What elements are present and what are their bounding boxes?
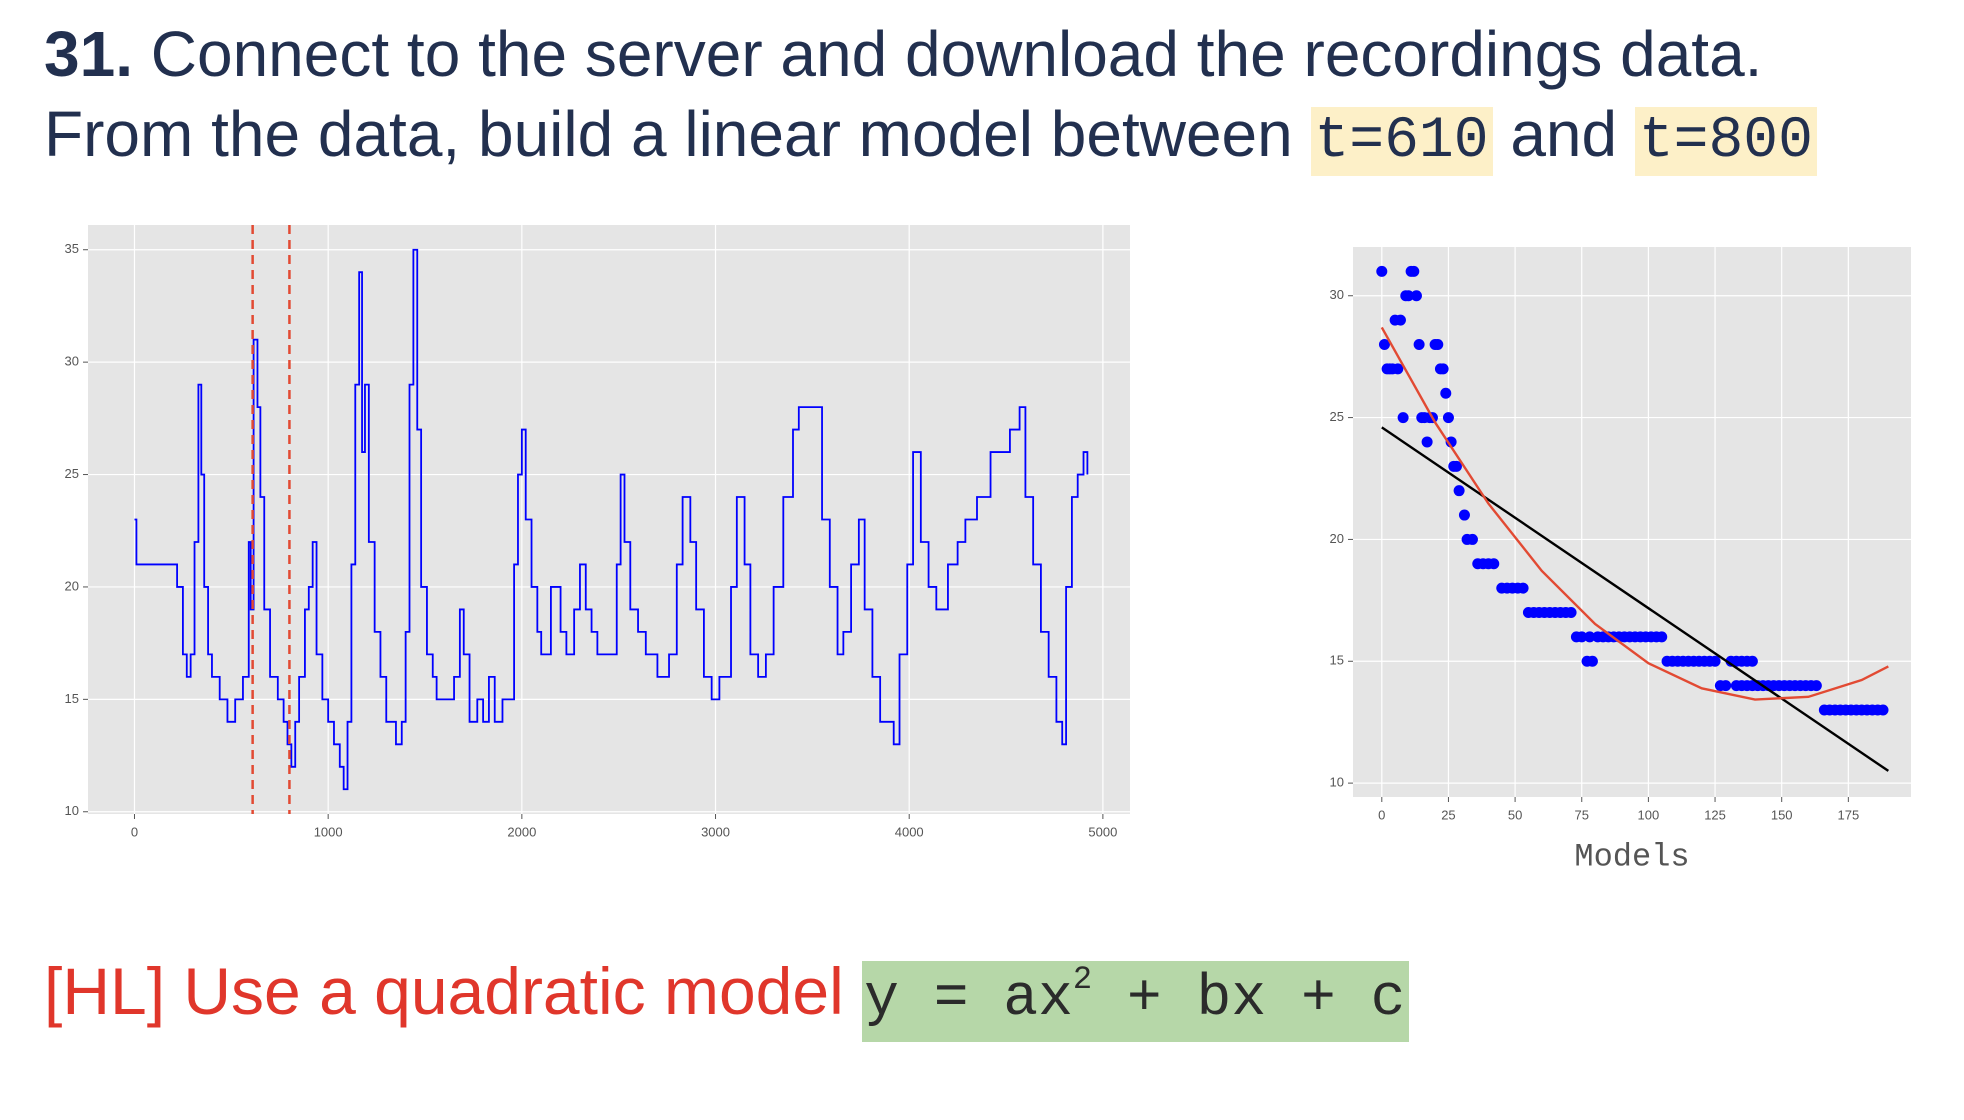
y-tick-label: 25 [1330,409,1344,424]
scatter-point [1432,338,1444,350]
note-text: [HL] Use a quadratic model [44,954,844,1028]
title-text: Connect to the server and download the r… [150,18,1763,90]
y-tick-label: 15 [1330,653,1344,668]
formula-text: + bx + c [1092,967,1406,1032]
y-tick-label: 35 [65,241,79,256]
y-tick-label: 30 [1330,287,1344,302]
scatter-point [1437,363,1449,375]
y-tick-label: 20 [1330,531,1344,546]
title-text: From the data, build a linear model betw… [44,98,1293,170]
data-line [134,248,1089,791]
scatter-point [1442,412,1454,424]
x-tick-label: 5000 [1088,824,1117,839]
scatter-point [1466,533,1478,545]
scatter-point [1402,290,1414,302]
inline-code: t=610 [1310,107,1493,176]
formula-exponent: 2 [1072,961,1093,998]
data-line [1381,426,1890,772]
title-text: and [1510,98,1618,170]
x-tick-label: 0 [131,824,138,839]
title-line: 31. Connect to the server and download t… [44,14,1817,94]
scatter-point [1421,436,1433,448]
scatter-point [1413,338,1425,350]
y-tick-label: 20 [65,578,79,593]
scatter-point [1810,680,1822,692]
data-line [1380,326,1889,701]
y-tick-label: 30 [65,354,79,369]
scatter-point [1440,387,1452,399]
scatter-point [1458,509,1470,521]
y-tick-label: 15 [65,691,79,706]
scatter-point [1565,607,1577,619]
formula: y = ax2 + bx + c [862,961,1410,1042]
scatter-point [1394,314,1406,326]
y-tick-label: 10 [65,803,79,818]
x-tick-label: 50 [1508,807,1522,822]
x-tick-label: 3000 [701,824,730,839]
scatter-point [1397,412,1409,424]
slide-title: 31. Connect to the server and download t… [44,14,1817,176]
scatter-point [1877,704,1889,716]
slide-number: 31. [44,18,133,90]
plot-background [1353,247,1911,797]
formula-text: y = ax [864,967,1073,1032]
x-tick-label: 100 [1638,807,1660,822]
x-tick-label: 150 [1771,807,1793,822]
scatter-point [1576,631,1588,643]
y-tick-label: 10 [1330,775,1344,790]
x-tick-label: 0 [1378,807,1385,822]
scatter-point [1586,655,1598,667]
title-line: From the data, build a linear model betw… [44,94,1817,176]
x-tick-label: 75 [1575,807,1589,822]
scatter-point [1410,290,1422,302]
x-tick-label: 175 [1837,807,1859,822]
x-tick-label: 2000 [507,824,536,839]
scatter-point [1584,631,1596,643]
x-tick-label: 125 [1704,807,1726,822]
scatter-point [1453,485,1465,497]
x-tick-label: 4000 [895,824,924,839]
scatter-point [1488,558,1500,570]
y-tick-label: 25 [65,466,79,481]
plot-background [88,225,1130,814]
inline-code: t=800 [1634,107,1817,176]
x-tick-label: 25 [1441,807,1455,822]
scatter-point [1378,338,1390,350]
scatter-point [1517,582,1529,594]
scatter-point [1408,265,1420,277]
x-tick-label: 1000 [314,824,343,839]
task-note: [HL] Use a quadratic model y = ax2 + bx … [44,946,1410,1045]
scatter-point [1450,460,1462,472]
scatter-point [1656,631,1668,643]
scatter-point [1709,655,1721,667]
scatter-point [1376,265,1388,277]
scatter-point [1746,655,1758,667]
x-axis-label: Models [1574,838,1689,875]
scatter-point [1392,363,1404,375]
scatter-point [1720,680,1732,692]
